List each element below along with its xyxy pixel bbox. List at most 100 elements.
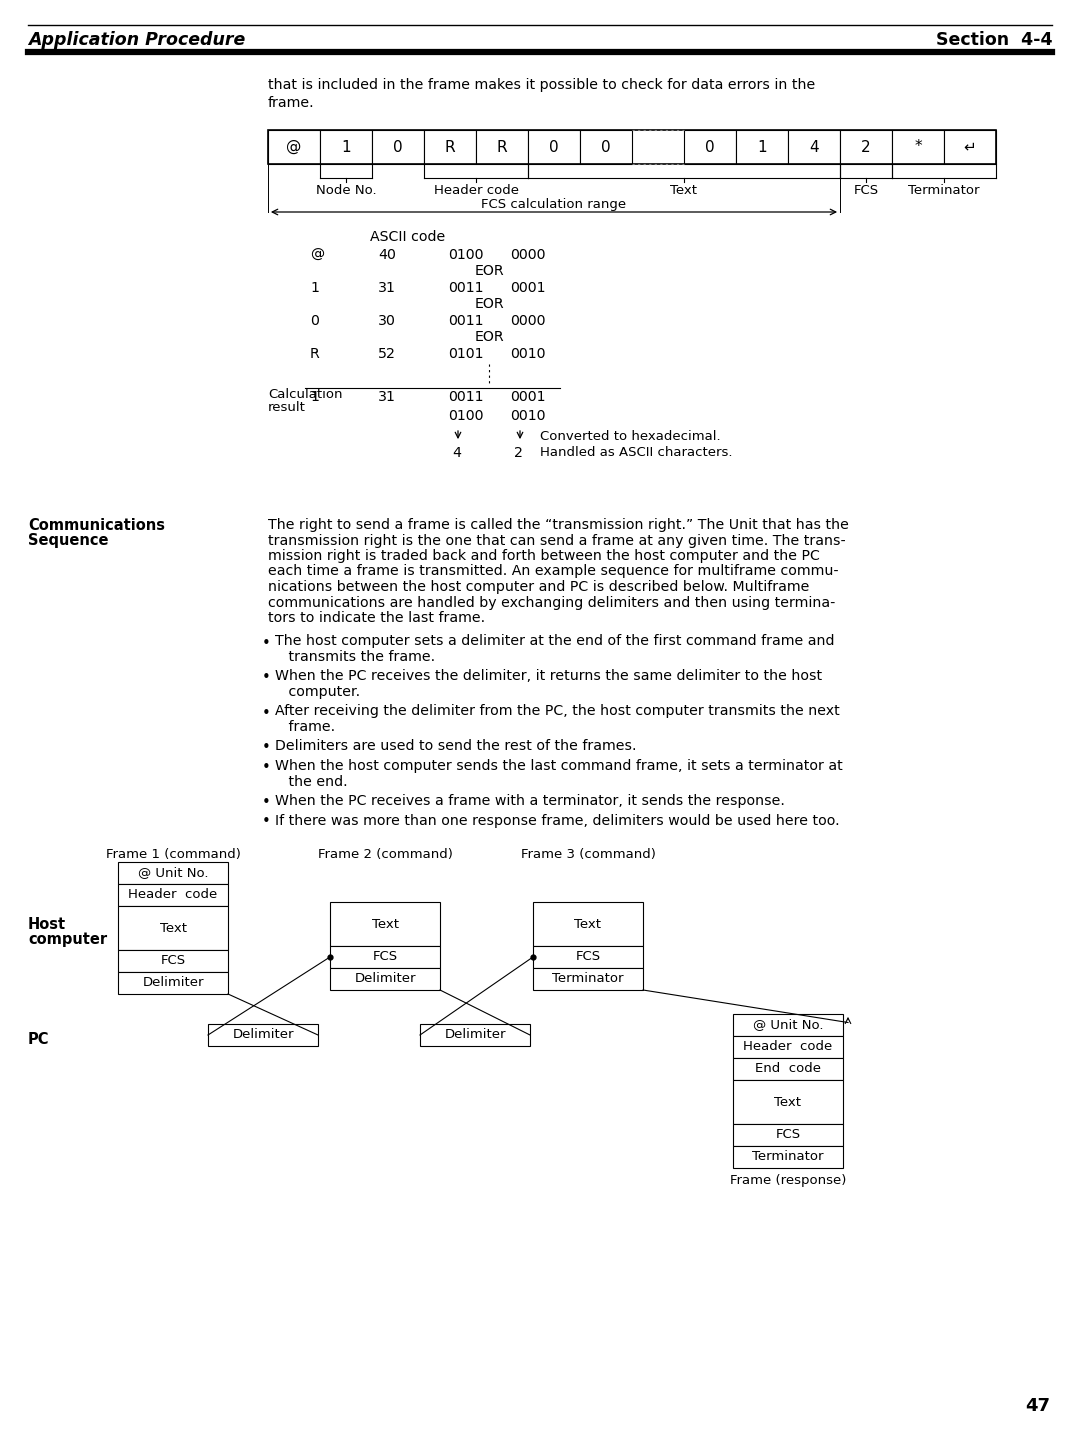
Text: @: @ xyxy=(286,139,301,155)
Bar xyxy=(733,1015,843,1036)
Bar xyxy=(420,1025,530,1046)
Text: •: • xyxy=(262,740,271,755)
Bar xyxy=(733,1036,843,1058)
Text: Delimiters are used to send the rest of the frames.: Delimiters are used to send the rest of … xyxy=(275,739,636,753)
Text: 0101: 0101 xyxy=(448,347,484,362)
Text: 0: 0 xyxy=(310,314,319,329)
Text: Text: Text xyxy=(372,917,399,930)
Text: Terminator: Terminator xyxy=(753,1151,824,1164)
Text: 2: 2 xyxy=(514,446,523,461)
Text: 1: 1 xyxy=(757,139,767,155)
Text: Text: Text xyxy=(671,184,698,197)
Text: Section  4-4: Section 4-4 xyxy=(935,32,1052,49)
Text: mission right is traded back and forth between the host computer and the PC: mission right is traded back and forth b… xyxy=(268,550,820,563)
Text: 31: 31 xyxy=(378,281,396,296)
Bar xyxy=(208,1025,318,1046)
Text: EOR: EOR xyxy=(474,297,503,311)
Bar xyxy=(733,1058,843,1081)
Text: 0000: 0000 xyxy=(510,248,545,263)
Text: computer: computer xyxy=(28,931,107,947)
Bar xyxy=(330,969,440,990)
Text: 0001: 0001 xyxy=(510,390,545,405)
Text: 2: 2 xyxy=(861,139,870,155)
Text: •: • xyxy=(262,706,271,720)
Bar xyxy=(733,1147,843,1168)
Text: Header  code: Header code xyxy=(743,1040,833,1053)
Text: 1: 1 xyxy=(310,281,319,296)
Text: When the PC receives the delimiter, it returns the same delimiter to the host: When the PC receives the delimiter, it r… xyxy=(275,670,822,683)
Text: Frame 2 (command): Frame 2 (command) xyxy=(318,848,453,861)
Text: 1: 1 xyxy=(341,139,351,155)
Text: •: • xyxy=(262,761,271,775)
Text: 0010: 0010 xyxy=(510,409,545,423)
Text: R: R xyxy=(497,139,508,155)
Text: FCS: FCS xyxy=(161,954,186,967)
Text: R: R xyxy=(310,347,320,362)
Text: •: • xyxy=(262,795,271,809)
Bar xyxy=(735,131,788,164)
Text: 0: 0 xyxy=(602,139,611,155)
Text: FCS: FCS xyxy=(373,950,397,963)
Text: Handled as ASCII characters.: Handled as ASCII characters. xyxy=(540,446,732,459)
Text: 0011: 0011 xyxy=(448,390,484,405)
Bar xyxy=(892,131,944,164)
Text: Calculation: Calculation xyxy=(268,387,342,400)
Text: frame.: frame. xyxy=(268,96,314,110)
Bar xyxy=(268,131,996,164)
Text: 40: 40 xyxy=(378,248,396,263)
Text: When the PC receives a frame with a terminator, it sends the response.: When the PC receives a frame with a term… xyxy=(275,794,785,808)
Text: Communications: Communications xyxy=(28,518,165,532)
Text: 0: 0 xyxy=(705,139,715,155)
Text: 30: 30 xyxy=(378,314,396,329)
Text: nications between the host computer and PC is described below. Multiframe: nications between the host computer and … xyxy=(268,580,809,594)
Text: Converted to hexadecimal.: Converted to hexadecimal. xyxy=(540,430,720,443)
Text: FCS: FCS xyxy=(775,1128,800,1141)
Bar xyxy=(118,862,228,884)
Text: 0: 0 xyxy=(393,139,403,155)
Text: R: R xyxy=(445,139,456,155)
Text: Text: Text xyxy=(160,921,187,934)
Text: 1: 1 xyxy=(310,390,319,405)
Bar xyxy=(534,903,643,946)
Text: ASCII code: ASCII code xyxy=(370,230,445,244)
Text: transmits the frame.: transmits the frame. xyxy=(275,650,435,664)
Text: Application Procedure: Application Procedure xyxy=(28,32,245,49)
Text: tors to indicate the last frame.: tors to indicate the last frame. xyxy=(268,611,485,626)
Text: 52: 52 xyxy=(378,347,396,362)
Text: Sequence: Sequence xyxy=(28,532,108,548)
Text: After receiving the delimiter from the PC, the host computer transmits the next: After receiving the delimiter from the P… xyxy=(275,705,840,719)
Text: 4: 4 xyxy=(453,446,461,461)
Text: Header  code: Header code xyxy=(129,888,218,901)
Bar xyxy=(118,905,228,950)
Text: @ Unit No.: @ Unit No. xyxy=(138,867,208,880)
Text: *: * xyxy=(914,139,922,155)
Text: EOR: EOR xyxy=(474,330,503,344)
Bar xyxy=(330,903,440,946)
Text: EOR: EOR xyxy=(474,264,503,278)
Text: Frame (response): Frame (response) xyxy=(730,1174,847,1187)
Text: 0100: 0100 xyxy=(448,409,484,423)
Bar xyxy=(118,950,228,971)
Text: computer.: computer. xyxy=(275,684,360,699)
Bar xyxy=(684,131,735,164)
Bar xyxy=(840,131,892,164)
Text: transmission right is the one that can send a frame at any given time. The trans: transmission right is the one that can s… xyxy=(268,534,846,548)
Text: •: • xyxy=(262,670,271,686)
Text: FCS calculation range: FCS calculation range xyxy=(482,198,626,211)
Text: Terminator: Terminator xyxy=(908,184,980,197)
Text: PC: PC xyxy=(28,1032,50,1048)
Bar xyxy=(528,131,580,164)
Text: Delimiter: Delimiter xyxy=(354,973,416,986)
Bar xyxy=(330,946,440,969)
Text: Delimiter: Delimiter xyxy=(143,976,204,990)
Text: each time a frame is transmitted. An example sequence for multiframe commu-: each time a frame is transmitted. An exa… xyxy=(268,564,839,578)
Text: Node No.: Node No. xyxy=(315,184,376,197)
Bar xyxy=(944,131,996,164)
Bar xyxy=(534,946,643,969)
Text: 47: 47 xyxy=(1025,1398,1050,1415)
Bar xyxy=(476,131,528,164)
Text: •: • xyxy=(262,815,271,829)
Bar xyxy=(118,971,228,994)
Bar xyxy=(534,969,643,990)
Text: 0011: 0011 xyxy=(448,314,484,329)
